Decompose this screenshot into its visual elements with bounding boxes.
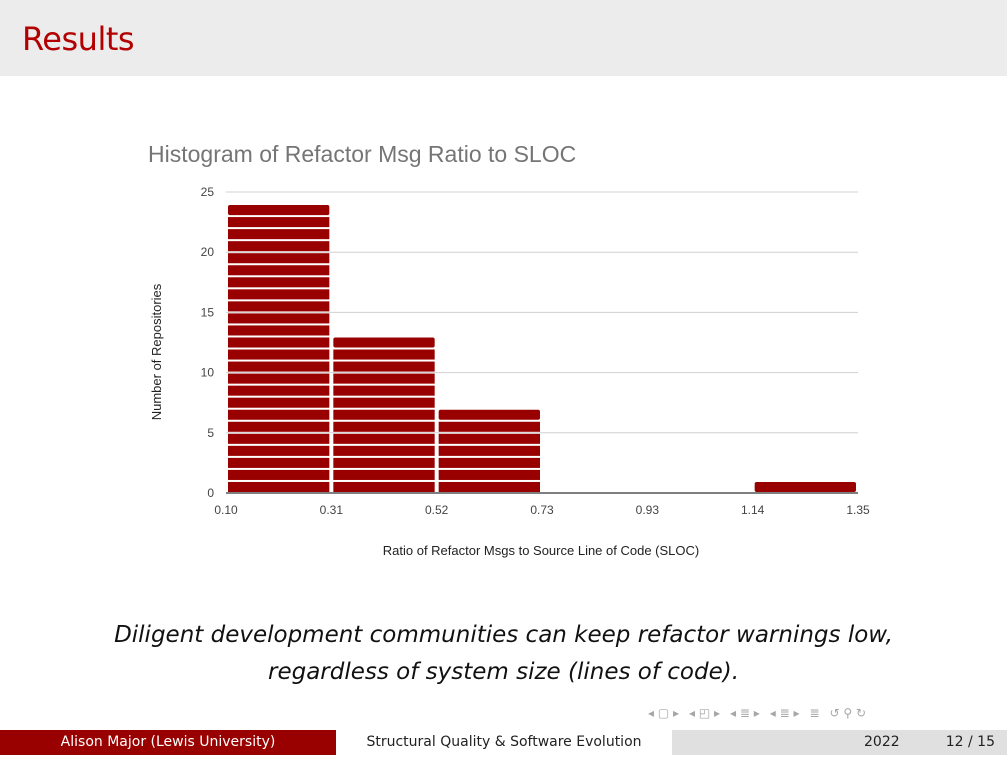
- histogram-bar-segment: [333, 421, 435, 432]
- histogram-bar-segment: [333, 349, 435, 360]
- histogram-bar-segment: [228, 277, 330, 288]
- histogram-bar-segment: [228, 469, 330, 480]
- histogram-bar-segment: [333, 457, 435, 468]
- x-tick-label: 0.31: [320, 503, 344, 517]
- bars: [228, 205, 856, 492]
- histogram-bar-segment: [228, 337, 330, 348]
- histogram-bar-segment: [333, 469, 435, 480]
- histogram-bar-segment: [333, 337, 435, 348]
- histogram-bar-segment: [228, 433, 330, 444]
- histogram-bar-segment: [438, 469, 540, 480]
- histogram-bar-segment: [228, 325, 330, 336]
- y-tick-label: 10: [201, 366, 215, 380]
- histogram-bar-segment: [333, 433, 435, 444]
- y-axis-label: Number of Repositories: [149, 283, 164, 420]
- histogram-bar-segment: [228, 229, 330, 240]
- histogram-bar: [754, 481, 856, 492]
- histogram-bar-segment: [228, 265, 330, 276]
- slide-title: Results: [22, 20, 135, 58]
- histogram-bar-segment: [228, 385, 330, 396]
- histogram-bar-segment: [228, 361, 330, 372]
- y-tick-label: 25: [201, 185, 215, 199]
- slide-header: Results: [0, 0, 1007, 76]
- x-tick-label: 0.73: [530, 503, 554, 517]
- histogram-bar-segment: [333, 397, 435, 408]
- histogram-bar-segment: [438, 445, 540, 456]
- nav-search-icon[interactable]: ↺ ⚲ ↻: [829, 706, 867, 720]
- histogram-bar-segment: [228, 301, 330, 312]
- histogram-bar-segment: [438, 421, 540, 432]
- x-tick-label: 0.93: [636, 503, 660, 517]
- histogram-bar-segment: [228, 445, 330, 456]
- histogram-bar-segment: [228, 217, 330, 228]
- footer-right: 2022 12 / 15: [672, 730, 1007, 755]
- nav-first-icon[interactable]: ◂ ▢ ▸: [648, 706, 680, 720]
- beamer-navigation: ◂ ▢ ▸ ◂ ◰ ▸ ◂ ≣ ▸ ◂ ≣ ▸ ≣ ↺ ⚲ ↻: [648, 704, 998, 722]
- footer: Alison Major (Lewis University) Structur…: [0, 730, 1007, 755]
- histogram-bar-segment: [438, 457, 540, 468]
- histogram-bar-segment: [333, 481, 435, 492]
- histogram-bar: [333, 337, 435, 492]
- grid-lines: [226, 191, 858, 494]
- histogram-bar-segment: [228, 289, 330, 300]
- y-tick-label: 5: [207, 426, 214, 440]
- y-tick-label: 0: [207, 486, 214, 500]
- histogram-bar-segment: [228, 253, 330, 264]
- x-tick-label: 0.52: [425, 503, 449, 517]
- histogram-bar: [438, 409, 540, 492]
- histogram-bar-segment: [228, 457, 330, 468]
- nav-frame-icon[interactable]: ◂ ◰ ▸: [689, 706, 721, 720]
- histogram-bar-segment: [438, 481, 540, 492]
- histogram-bar-segment: [333, 385, 435, 396]
- histogram-bar-segment: [333, 373, 435, 384]
- histogram-bar-segment: [438, 433, 540, 444]
- x-tick-label: 1.35: [846, 503, 870, 517]
- x-tick-label: 1.14: [741, 503, 765, 517]
- x-tick-labels: 0.10 0.31 0.52 0.73 0.93 1.14 1.35: [214, 503, 870, 517]
- caption-line-2: regardless of system size (lines of code…: [267, 659, 740, 685]
- histogram-bar-segment: [333, 445, 435, 456]
- y-tick-labels: 0 5 10 15 20 25: [201, 185, 215, 500]
- footer-talk-title: Structural Quality & Software Evolution: [336, 730, 672, 755]
- histogram-bar-segment: [228, 349, 330, 360]
- histogram-bar-segment: [228, 373, 330, 384]
- histogram-bar-segment: [333, 361, 435, 372]
- histogram-bar-segment: [228, 313, 330, 324]
- histogram-bar-segment: [228, 409, 330, 420]
- histogram-bar-segment: [228, 241, 330, 252]
- histogram-bar-segment: [754, 481, 856, 492]
- histogram-bar-segment: [228, 481, 330, 492]
- histogram-bar-segment: [438, 409, 540, 420]
- histogram-bar-segment: [228, 397, 330, 408]
- footer-year: 2022: [864, 734, 900, 750]
- histogram-bar-segment: [333, 409, 435, 420]
- y-tick-label: 20: [201, 245, 215, 259]
- histogram-bar-segment: [228, 205, 330, 216]
- footer-page-number: 12 / 15: [945, 734, 995, 750]
- histogram-bar: [228, 205, 330, 492]
- chart-title: Histogram of Refactor Msg Ratio to SLOC: [148, 141, 576, 167]
- histogram-bar-segment: [228, 421, 330, 432]
- footer-author: Alison Major (Lewis University): [0, 730, 336, 755]
- x-tick-label: 0.10: [214, 503, 238, 517]
- y-tick-label: 15: [201, 305, 215, 319]
- x-axis-label: Ratio of Refactor Msgs to Source Line of…: [383, 543, 699, 558]
- caption-line-1: Diligent development communities can kee…: [114, 622, 893, 648]
- nav-section-icon[interactable]: ◂ ≣ ▸: [730, 706, 760, 720]
- nav-align-icon[interactable]: ≣: [809, 706, 820, 720]
- nav-subsection-icon[interactable]: ◂ ≣ ▸: [769, 706, 800, 720]
